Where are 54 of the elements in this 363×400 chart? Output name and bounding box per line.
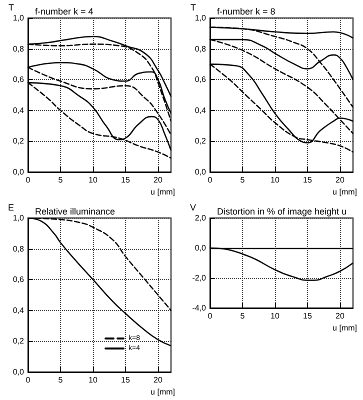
y-axis-title: T <box>8 2 14 12</box>
x-tick-label: 10 <box>88 176 98 184</box>
x-tick-label: 5 <box>240 176 246 184</box>
chart-title: Distortion in % of image height u <box>217 206 347 216</box>
y-tick-label: 0,2 <box>12 136 25 146</box>
x-tick-label: 0 <box>208 312 213 320</box>
y-tick-label: -2,0 <box>192 274 207 282</box>
y-axis-title: E <box>8 202 14 212</box>
x-tick-label: 10 <box>270 312 280 320</box>
y-axis-title: V <box>190 202 196 212</box>
x-tick-label: 0 <box>26 176 31 184</box>
y-tick-label: 1,0 <box>12 214 25 222</box>
x-tick-label: 10 <box>88 376 98 384</box>
chart-title: Relative illuminance <box>35 206 116 216</box>
chart-title: f-number k = 4 <box>35 6 94 16</box>
x-tick-label: 15 <box>303 176 312 184</box>
y-tick-label: 0,4 <box>194 106 207 115</box>
y-axis-title: T <box>190 2 196 12</box>
y-tick-label: 0,2 <box>12 336 25 346</box>
x-tick-label: 20 <box>336 176 345 184</box>
x-axis-title: u [mm] <box>332 324 357 332</box>
x-tick-label: 10 <box>270 176 280 184</box>
y-tick-label: 0,6 <box>12 75 25 84</box>
y-tick-label: 0,8 <box>12 44 25 54</box>
x-axis-title: u [mm] <box>332 188 357 196</box>
x-axis-title: u [mm] <box>150 188 175 196</box>
y-tick-label: 1,0 <box>12 14 25 22</box>
x-tick-label: 15 <box>121 176 130 184</box>
x-tick-label: 15 <box>303 312 312 320</box>
x-axis-title: u [mm] <box>150 388 175 396</box>
y-tick-label: -4,0 <box>192 304 207 312</box>
x-tick-label: 5 <box>240 312 246 320</box>
y-tick-label: 0,6 <box>12 275 25 284</box>
y-tick-label: 0,0 <box>12 368 25 376</box>
y-tick-label: 0,4 <box>12 306 25 315</box>
y-tick-label: 0,8 <box>12 244 25 254</box>
y-tick-label: 0,0 <box>194 244 207 252</box>
y-tick-label: 0,2 <box>194 136 207 146</box>
x-tick-label: 20 <box>154 176 163 184</box>
y-tick-label: 0,0 <box>194 168 207 176</box>
y-tick-label: 2,0 <box>194 214 207 222</box>
x-tick-label: 20 <box>336 312 345 320</box>
y-tick-label: 0,8 <box>194 44 207 54</box>
y-tick-label: 0,4 <box>12 106 25 115</box>
x-tick-label: 5 <box>58 376 64 384</box>
chart-title: f-number k = 8 <box>217 6 276 16</box>
x-tick-label: 20 <box>154 376 163 384</box>
y-tick-label: 0,6 <box>194 75 207 84</box>
x-tick-label: 0 <box>26 376 31 384</box>
x-tick-label: 5 <box>58 176 64 184</box>
y-tick-label: 1,0 <box>194 14 207 22</box>
x-tick-label: 0 <box>208 176 213 184</box>
x-tick-label: 15 <box>121 376 130 384</box>
y-tick-label: 0,0 <box>12 168 25 176</box>
